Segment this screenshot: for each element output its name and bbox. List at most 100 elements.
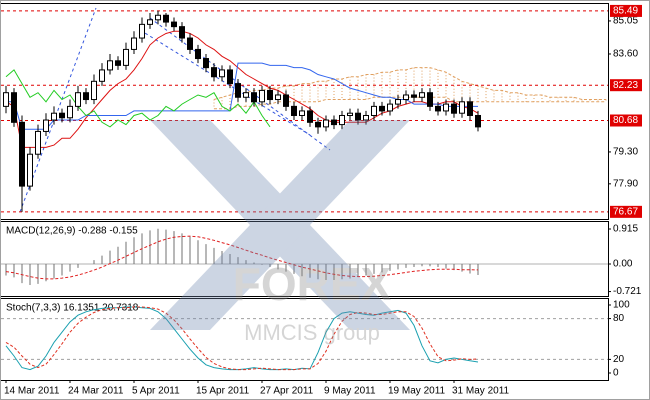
candle-body	[275, 94, 281, 101]
level-label: 76.67	[613, 206, 638, 217]
candle-body	[91, 80, 97, 101]
logo-stroke	[150, 120, 410, 330]
candle-body	[299, 110, 305, 116]
indicator-line	[5, 69, 271, 128]
candle-body	[291, 105, 297, 116]
x-tick-label: 14 Mar 2011	[4, 386, 60, 397]
logo-stroke	[150, 120, 410, 330]
level-label: 80.68	[613, 115, 638, 126]
candle-body	[219, 69, 225, 78]
candle-body	[235, 83, 241, 98]
candle-body	[115, 60, 121, 66]
candle-body	[251, 92, 257, 103]
candle-body	[323, 119, 329, 128]
x-tick-label: 31 May 2011	[452, 386, 510, 397]
cloud-span-a	[213, 67, 606, 100]
x-tick-label: 19 May 2011	[388, 386, 446, 397]
candle-body	[267, 89, 273, 101]
candle-body	[75, 92, 81, 107]
candle-body	[155, 14, 161, 21]
x-tick-label: 24 Mar 2011	[68, 386, 124, 397]
candle-body	[459, 101, 465, 114]
y-tick-label: 79.30	[613, 147, 638, 158]
x-tick-label: 9 May 2011	[324, 386, 376, 397]
watermark: FOREX MMCIS group	[150, 120, 410, 345]
candle-body	[131, 37, 137, 50]
candle-body	[83, 92, 89, 101]
candle-body	[123, 48, 129, 66]
candle-body	[51, 112, 57, 121]
y-tick-label: 80	[613, 313, 625, 324]
y-tick-label: 100	[613, 300, 630, 311]
candle-body	[347, 112, 353, 116]
candle-body	[283, 94, 289, 107]
candle-body	[19, 121, 25, 187]
candle-body	[475, 114, 481, 128]
level-box	[610, 4, 642, 17]
panel-title: MACD(12,26,9) -0.288 -0.155	[6, 226, 138, 237]
cloud-span-b	[214, 96, 606, 110]
candle-body	[59, 112, 65, 119]
y-tick-label: -0.721	[613, 286, 642, 297]
candle-body	[171, 21, 177, 28]
panel-title: Stoch(7,3,3) 16.1351 20.7318	[6, 303, 139, 314]
candle-body	[363, 114, 369, 121]
stoch-line	[5, 306, 479, 371]
candle-body	[379, 105, 385, 112]
level-box	[610, 205, 642, 218]
candle-body	[387, 103, 393, 112]
candle-body	[211, 67, 217, 78]
candle-body	[451, 103, 457, 114]
trend-line	[149, 17, 331, 151]
candle-body	[187, 37, 193, 50]
candle-body	[107, 60, 113, 71]
candle-body	[147, 19, 153, 25]
candle-body	[195, 48, 201, 60]
candle-body	[331, 119, 337, 126]
x-tick-label: 15 Apr 2011	[196, 386, 250, 397]
candle-body	[227, 69, 233, 85]
candle-body	[307, 110, 313, 123]
watermark-tagline: MMCIS group	[244, 320, 380, 345]
candle-body	[259, 89, 265, 103]
indicator-line	[5, 30, 479, 148]
candle-body	[355, 112, 361, 121]
x-tick-label: 5 Apr 2011	[132, 386, 180, 397]
candle-body	[243, 92, 249, 98]
candle-body	[3, 92, 9, 107]
candle-body	[179, 26, 185, 39]
candle-body	[467, 101, 473, 116]
candle-body	[339, 114, 345, 126]
y-tick-label: 0	[613, 368, 619, 379]
candle-body	[435, 105, 441, 112]
level-box	[610, 79, 642, 92]
candle-body	[395, 99, 401, 105]
y-tick-label: 0.00	[613, 259, 633, 270]
candle-body	[315, 121, 321, 128]
candle-body	[35, 130, 41, 155]
level-box	[610, 114, 642, 127]
candle-body	[27, 153, 33, 187]
candle-body	[11, 92, 17, 123]
watermark-brand: FOREX	[233, 258, 392, 310]
candle-body	[443, 103, 449, 112]
candle-body	[411, 94, 417, 98]
y-tick-label: 0.915	[613, 224, 638, 235]
candle-body	[427, 92, 433, 107]
stoch-line	[5, 306, 479, 371]
candle-body	[371, 105, 377, 116]
y-tick-label: 20	[613, 354, 625, 365]
candle-body	[67, 105, 73, 119]
candle-body	[403, 94, 409, 101]
level-label: 82.23	[613, 80, 638, 91]
plot: 85.05 83.60 79.30 77.90 85.49 82.23 80.68 76.67…	[1, 4, 642, 397]
signal-line	[5, 235, 479, 280]
x-tick-label: 27 Apr 2011	[260, 386, 314, 397]
candle-body	[43, 119, 49, 132]
y-tick-label: 77.90	[613, 178, 638, 189]
candle-body	[99, 69, 105, 82]
y-tick-label: 83.60	[613, 49, 638, 60]
